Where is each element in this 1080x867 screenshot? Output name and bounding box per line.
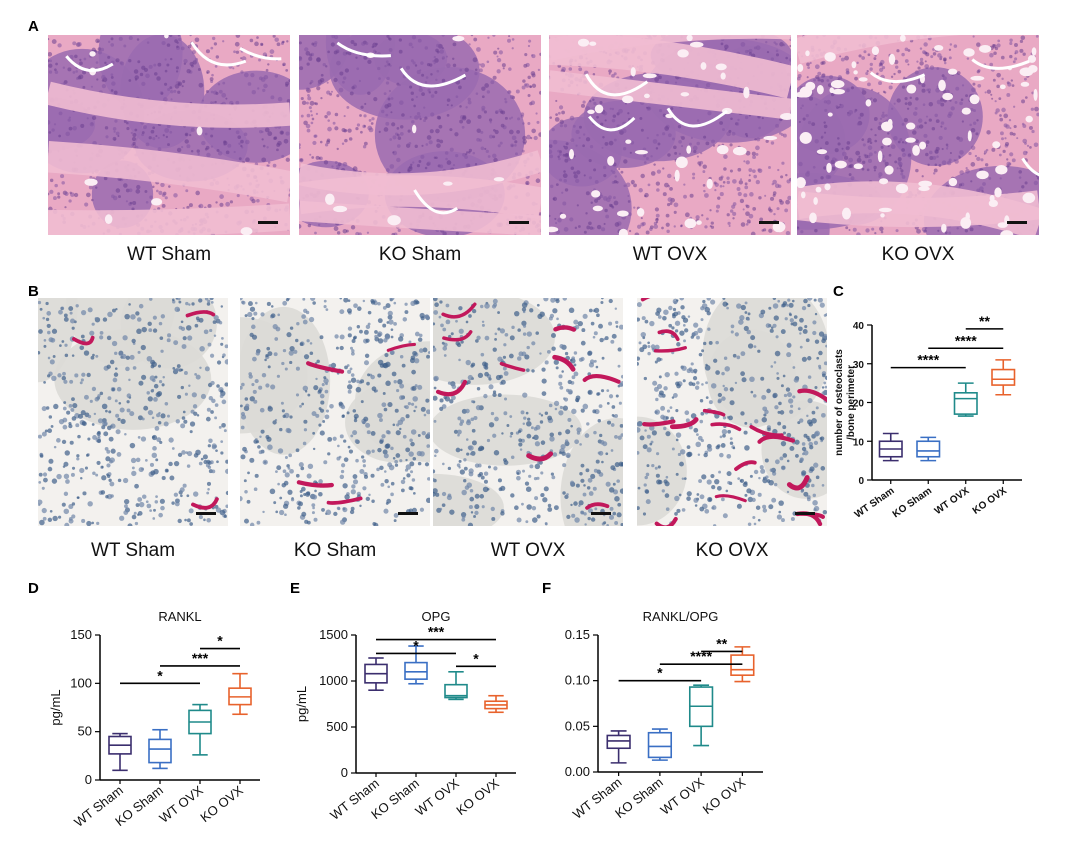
significance-label: ** xyxy=(979,313,990,329)
panel-letter-c: C xyxy=(833,283,844,300)
x-tick-label: KO Sham xyxy=(891,485,934,520)
micrograph-a-ko-ovx xyxy=(797,35,1039,235)
significance-label: **** xyxy=(955,332,977,348)
box-ko-ovx xyxy=(730,646,755,683)
box-wt-sham xyxy=(878,432,903,462)
panel-letter-e: E xyxy=(290,580,301,597)
y-tick-label: 1500 xyxy=(319,627,348,642)
x-tick-label: KO OVX xyxy=(453,775,502,818)
micrograph-b-wt-sham xyxy=(38,298,228,526)
scale-bar xyxy=(759,221,779,224)
y-tick-label: 0.10 xyxy=(565,673,590,688)
caption-b-ko-ovx: KO OVX xyxy=(695,540,769,561)
box-ko-sham xyxy=(647,728,673,761)
scale-bar xyxy=(509,221,529,224)
box-ko-sham xyxy=(404,645,428,685)
micrograph-b-ko-ovx xyxy=(637,298,827,526)
y-tick-label: 0.05 xyxy=(565,718,590,733)
box-ko-sham xyxy=(148,728,172,770)
significance-label: * xyxy=(157,667,163,683)
scale-bar xyxy=(398,512,418,515)
x-tick-label: KO OVX xyxy=(700,774,749,817)
scale-bar xyxy=(258,221,278,224)
panel-letter-a: A xyxy=(28,18,39,35)
box-wt-ovx xyxy=(688,684,714,747)
caption-a-wt-ovx: WT OVX xyxy=(632,244,708,265)
y-tick-label: 0 xyxy=(341,765,348,780)
y-axis-label: pg/mL xyxy=(294,686,309,722)
x-tick-label: KO OVX xyxy=(971,485,1009,517)
significance-label: *** xyxy=(192,650,209,666)
y-tick-label: 40 xyxy=(853,321,865,332)
chart-title: RANKL/OPG xyxy=(643,609,719,624)
scale-bar xyxy=(591,512,611,515)
x-tick-label: WT OVX xyxy=(412,775,462,818)
y-tick-label: 100 xyxy=(70,675,92,690)
y-tick-label: 30 xyxy=(853,360,865,371)
scale-bar xyxy=(795,512,815,515)
panel-letter-b: B xyxy=(28,283,39,300)
box-wt-sham xyxy=(606,730,631,764)
x-tick-label: WT OVX xyxy=(156,782,206,825)
caption-b-wt-ovx: WT OVX xyxy=(490,540,566,561)
micrograph-a-wt-ovx xyxy=(549,35,791,235)
x-tick-label: WT OVX xyxy=(658,774,708,817)
chart-title: RANKL xyxy=(158,609,201,624)
box-wt-sham xyxy=(108,732,132,772)
y-tick-label: 0.15 xyxy=(565,627,590,642)
chart-title: OPG xyxy=(422,609,451,624)
caption-b-wt-sham: WT Sham xyxy=(90,540,176,561)
significance-label: * xyxy=(217,633,223,649)
micrograph-a-ko-sham xyxy=(299,35,541,235)
caption-a-ko-sham: KO Sham xyxy=(378,244,462,265)
y-tick-label: 500 xyxy=(326,719,348,734)
significance-label: * xyxy=(657,665,663,681)
y-axis-label: pg/mL xyxy=(48,689,63,725)
y-tick-label: 0 xyxy=(858,476,864,487)
significance-label: **** xyxy=(690,648,712,664)
chart-e-opg: OPG 0 500 1000 1500 pg/mL WT Sham KO Sham WT OVX… xyxy=(294,585,548,865)
chart-f-rankl-opg: RANKL/OPG 0.00 0.05 0.10 0.15 WT Sham KO Sham W… xyxy=(548,585,798,865)
scale-bar xyxy=(1007,221,1027,224)
y-tick-label: 0 xyxy=(85,772,92,787)
panel-letter-f: F xyxy=(542,580,552,597)
panel-letter-d: D xyxy=(28,580,39,597)
micrograph-b-ko-sham xyxy=(240,298,430,526)
caption-a-wt-sham: WT Sham xyxy=(126,244,212,265)
box-ko-ovx xyxy=(484,694,508,714)
caption-b-ko-sham: KO Sham xyxy=(293,540,377,561)
significance-label: *** xyxy=(428,624,445,640)
y-tick-label: 1000 xyxy=(319,673,348,688)
chart-c-osteoclasts: 0 10 20 30 40 number of osteoclasts/bone peri… xyxy=(832,300,1072,540)
box-ko-ovx xyxy=(991,359,1016,396)
caption-a-ko-ovx: KO OVX xyxy=(881,244,955,265)
significance-label: * xyxy=(473,650,479,666)
box-wt-ovx xyxy=(953,382,978,417)
y-tick-label: 20 xyxy=(853,399,865,410)
x-tick-label: WT Sham xyxy=(853,485,897,520)
box-wt-ovx xyxy=(188,703,212,756)
significance-label: * xyxy=(413,637,419,653)
box-ko-sham xyxy=(916,436,941,462)
significance-label: ** xyxy=(716,635,727,651)
chart-d-rankl: RANKL 0 50 100 150 pg/mL WT Sham KO Sham WT OVX K… xyxy=(40,585,290,865)
micrograph-b-wt-ovx xyxy=(433,298,623,526)
micrograph-a-wt-sham xyxy=(48,35,290,235)
y-tick-label: 10 xyxy=(853,437,865,448)
y-axis-label: number of osteoclasts/bone perimeter xyxy=(834,349,857,456)
y-tick-label: 0.00 xyxy=(565,764,590,779)
x-tick-label: KO OVX xyxy=(197,782,246,825)
y-tick-label: 50 xyxy=(78,724,92,739)
scale-bar xyxy=(196,512,216,515)
x-tick-label: WT OVX xyxy=(933,485,972,517)
box-wt-ovx xyxy=(444,671,468,701)
significance-label: **** xyxy=(917,352,939,368)
y-tick-label: 150 xyxy=(70,627,92,642)
box-ko-ovx xyxy=(228,672,252,716)
box-wt-sham xyxy=(364,657,388,691)
